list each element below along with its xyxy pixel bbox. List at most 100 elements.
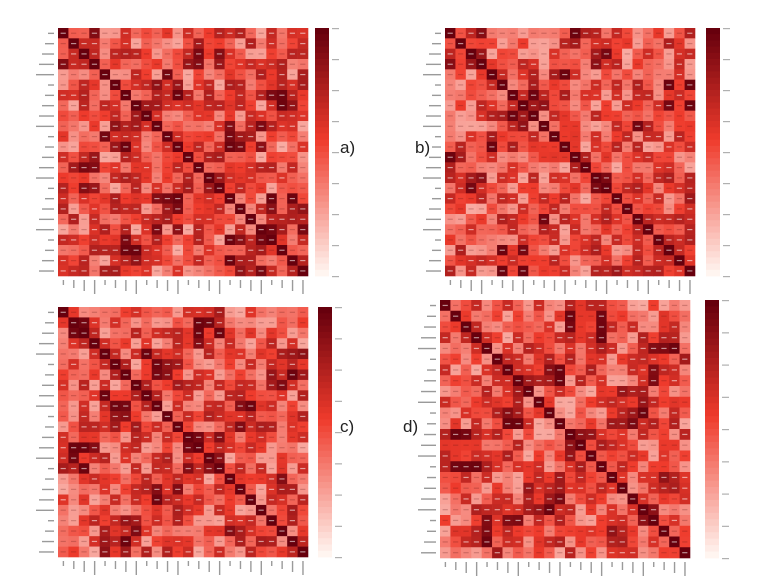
heatmap-cell [544,472,555,484]
heatmap-cell [141,327,153,339]
heatmap-cell [533,547,545,559]
heatmap-cell [544,450,555,462]
heatmap-cell [476,214,487,225]
heatmap-cell [58,390,69,402]
heatmap-panel-a: a) [0,0,769,294]
cell-value-mark [206,32,212,34]
cell-value-mark [91,63,98,65]
cell-value-mark [473,412,480,414]
cell-value-mark [60,363,66,365]
cell-value-mark [164,374,170,376]
heatmap-cell [193,172,205,184]
heatmap-cell [517,193,529,204]
heatmap-cell [554,429,566,441]
colorbar-segment [318,538,332,545]
cell-value-mark [671,444,677,446]
cell-value-mark [185,520,191,522]
cell-value-mark [630,326,636,328]
cell-value-mark [196,125,202,127]
heatmap-cell [276,255,288,266]
cell-value-mark [567,541,573,543]
row-tick-label [39,551,54,553]
cell-value-mark [164,177,170,179]
colorbar-segment [318,313,332,320]
cell-value-mark [196,363,202,365]
cell-value-mark [510,259,516,262]
cell-value-mark [248,520,254,522]
row-tick-label [427,369,436,371]
cell-value-mark [227,228,233,231]
cell-value-mark [671,498,677,500]
cell-value-mark [453,337,459,339]
heatmap-cell [266,432,278,443]
cell-value-mark [614,42,620,45]
cell-value-mark [154,208,160,210]
cell-value-mark [279,135,285,138]
cell-value-mark [143,228,150,231]
cell-value-mark [133,436,139,438]
cell-value-mark [588,509,594,511]
heatmap-cell [440,310,451,322]
cell-value-mark [619,326,625,328]
heatmap-cell [658,310,670,322]
colorbar-segment [706,189,720,196]
colorbar-tick [723,28,730,30]
heatmap-cell [585,536,597,548]
cell-value-mark [572,177,578,179]
cell-value-mark [300,478,306,480]
cell-value-mark [154,218,160,220]
cell-value-mark [143,426,150,428]
heatmap-cell [476,203,487,215]
colorbar-segment [318,369,332,377]
heatmap-cell [172,234,184,246]
heatmap-cell [99,214,111,225]
cell-value-mark [60,342,66,345]
colorbar-segment [706,201,720,209]
cell-value-mark [185,551,191,553]
heatmap-cell [287,141,298,153]
cell-value-mark [661,444,667,446]
heatmap-cell [611,100,623,111]
heatmap-cell [622,59,633,70]
cell-value-mark [91,520,98,522]
cell-value-mark [289,311,295,313]
heatmap-cell [580,203,592,215]
cell-value-mark [196,447,202,449]
cell-value-mark [133,384,139,386]
heatmap-cell [460,418,472,430]
heatmap-cell [89,484,100,495]
row-tick-label [435,32,441,35]
heatmap-cell [549,38,560,49]
cell-value-mark [154,228,160,231]
cell-value-mark [671,433,677,436]
heatmap-cell [585,407,597,419]
heatmap-cell [99,473,111,485]
cell-value-mark [546,390,552,393]
heatmap-cell [684,162,696,173]
heatmap-cell [224,69,236,80]
heatmap-cell [151,162,163,173]
cell-value-mark [268,177,275,179]
heatmap-cell [440,353,451,365]
cell-value-mark [185,94,191,96]
cell-value-mark [671,369,677,371]
cell-value-mark [71,332,77,334]
heatmap-cell [517,131,529,142]
cell-value-mark [258,177,264,179]
heatmap-cell [445,141,456,153]
cell-value-mark [598,530,605,532]
heatmap-cell [460,547,472,559]
heatmap-cell [110,90,121,101]
cell-value-mark [81,530,87,532]
cell-value-mark [463,347,469,350]
cell-value-mark [268,94,275,96]
colorbar-segment [706,133,720,140]
colorbar-segment [315,102,329,109]
cell-value-mark [447,73,453,76]
cell-value-mark [206,177,212,179]
heatmap-cell [585,482,597,494]
cell-value-mark [453,552,459,554]
cell-value-mark [123,447,129,449]
heatmap-cell [596,504,607,516]
heatmap-cell [58,421,69,433]
